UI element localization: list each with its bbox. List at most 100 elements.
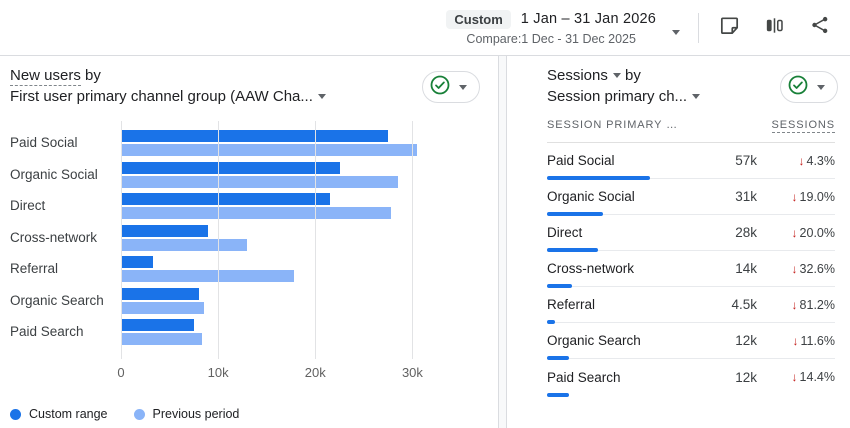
bar-custom-range[interactable] bbox=[121, 319, 194, 331]
sessions-table-body: Paid Social 57k ↓ 4.3% Organic Social 31k ↓ 19.… bbox=[547, 143, 836, 397]
check-circle-icon bbox=[429, 74, 451, 101]
chevron-down-icon bbox=[612, 73, 621, 78]
table-row[interactable]: Organic Search 12k ↓ 11.6% bbox=[547, 323, 835, 360]
arrow-down-icon: ↓ bbox=[791, 370, 798, 384]
gridline bbox=[412, 121, 414, 359]
metric-name-link[interactable]: New users bbox=[10, 67, 81, 86]
date-range-selector[interactable]: Custom 1 Jan – 31 Jan 2026 Compare:1 Dec… bbox=[446, 9, 680, 46]
bar-previous-period[interactable] bbox=[121, 175, 398, 188]
table-row[interactable]: Cross-network 14k ↓ 32.6% bbox=[547, 251, 835, 288]
change-cell: ↓ 32.6% bbox=[757, 262, 835, 276]
dimension-selector[interactable]: First user primary channel group (AAW Ch… bbox=[10, 86, 326, 107]
change-percent: 81.2% bbox=[799, 297, 835, 312]
x-axis: 0 10k 20k 30k bbox=[117, 359, 461, 383]
change-cell: ↓ 14.4% bbox=[757, 370, 835, 384]
arrow-down-icon: ↓ bbox=[791, 189, 798, 204]
sessions-mini-bar bbox=[547, 320, 555, 324]
bar-group bbox=[121, 222, 461, 254]
chevron-down-icon bbox=[459, 84, 467, 90]
bar-custom-range[interactable] bbox=[121, 130, 389, 142]
bar-group bbox=[121, 285, 461, 317]
comparison-button[interactable] bbox=[752, 5, 797, 50]
category-label: Referral bbox=[10, 261, 59, 277]
channel-name: Organic Social bbox=[547, 189, 635, 204]
sessions-value: 28k bbox=[735, 225, 757, 240]
sessions-value: 31k bbox=[735, 189, 757, 204]
note-button[interactable] bbox=[707, 5, 752, 50]
legend-dot-icon bbox=[10, 408, 21, 420]
bar-previous-period[interactable] bbox=[121, 207, 392, 219]
sessions-mini-bar bbox=[547, 284, 572, 288]
change-percent: 32.6% bbox=[799, 261, 835, 276]
category-label: Cross-network bbox=[10, 229, 98, 245]
table-row[interactable]: Paid Social 57k ↓ 4.3% bbox=[547, 143, 836, 180]
table-row[interactable]: Referral 4.5k ↓ 81.2% bbox=[547, 287, 835, 324]
sessions-value: 12k bbox=[735, 333, 757, 348]
bar-previous-period[interactable] bbox=[121, 144, 418, 156]
bar-custom-range[interactable] bbox=[121, 161, 340, 174]
arrow-down-icon: ↓ bbox=[798, 153, 805, 168]
channel-name: Cross-network bbox=[547, 261, 635, 276]
chevron-down-icon bbox=[692, 94, 701, 99]
share-icon bbox=[809, 14, 831, 41]
bar-group bbox=[121, 316, 461, 348]
data-quality-button[interactable] bbox=[780, 71, 838, 103]
sessions-mini-bar bbox=[547, 393, 569, 397]
channel-name: Paid Search bbox=[547, 369, 621, 385]
gridline bbox=[218, 121, 220, 359]
change-percent: 19.0% bbox=[799, 189, 835, 204]
arrow-down-icon: ↓ bbox=[792, 333, 799, 348]
legend-item[interactable]: Previous period bbox=[133, 407, 239, 421]
table-row[interactable]: Paid Search 12k ↓ 14.4% bbox=[547, 359, 835, 397]
date-range-text: 1 Jan – 31 Jan 2026 bbox=[520, 11, 656, 27]
bar-previous-period[interactable] bbox=[121, 270, 294, 282]
bar-group bbox=[121, 190, 461, 222]
data-quality-button[interactable] bbox=[422, 71, 480, 103]
table-row[interactable]: Organic Social 31k ↓ 19.0% bbox=[547, 179, 835, 216]
category-label: Paid Search bbox=[10, 324, 84, 340]
category-label: Organic Search bbox=[10, 292, 104, 308]
sessions-mini-bar bbox=[547, 248, 598, 252]
sessions-mini-bar bbox=[547, 212, 603, 216]
change-percent: 14.4% bbox=[799, 370, 835, 384]
category-label: Organic Social bbox=[10, 166, 98, 182]
change-cell: ↓ 19.0% bbox=[757, 190, 835, 204]
sessions-value: 12k bbox=[735, 369, 757, 385]
x-tick-label: 0 bbox=[117, 365, 125, 380]
date-block: Custom 1 Jan – 31 Jan 2026 Compare:1 Dec… bbox=[446, 9, 656, 46]
compare-range-text: Compare:1 Dec - 31 Dec 2025 bbox=[466, 31, 636, 46]
note-icon bbox=[718, 14, 741, 42]
top-bar: Custom 1 Jan – 31 Jan 2026 Compare:1 Dec… bbox=[0, 0, 850, 55]
bar-custom-range[interactable] bbox=[121, 224, 209, 237]
bar-previous-period[interactable] bbox=[121, 301, 204, 314]
metric-selector[interactable]: Sessions by bbox=[547, 67, 641, 84]
dimension-selector[interactable]: Session primary ch... bbox=[547, 86, 701, 107]
bar-custom-range[interactable] bbox=[121, 256, 154, 268]
change-cell: ↓ 81.2% bbox=[757, 298, 835, 312]
change-cell: ↓ 11.6% bbox=[757, 334, 835, 348]
sessions-value: 57k bbox=[735, 153, 757, 168]
legend-item[interactable]: Custom range bbox=[10, 407, 108, 421]
gridline bbox=[315, 121, 317, 359]
table-row[interactable]: Direct 28k ↓ 20.0% bbox=[547, 215, 835, 252]
chart-legend: Custom range Previous period bbox=[10, 407, 239, 421]
bar-custom-range[interactable] bbox=[121, 193, 330, 205]
sessions-value: 4.5k bbox=[731, 297, 757, 312]
toolbar-divider bbox=[698, 12, 699, 43]
x-tick-label: 20k bbox=[304, 365, 326, 380]
comparison-icon bbox=[763, 14, 786, 42]
cards-row: New users by First user primary channel … bbox=[0, 55, 850, 428]
sessions-value: 14k bbox=[735, 261, 757, 276]
bar-group bbox=[121, 127, 461, 159]
bar-group bbox=[121, 253, 461, 285]
column-header-sessions[interactable]: SESSIONS bbox=[771, 119, 835, 133]
share-button[interactable] bbox=[797, 5, 842, 50]
arrow-down-icon: ↓ bbox=[791, 261, 798, 276]
change-cell: ↓ 4.3% bbox=[757, 153, 836, 168]
bar-custom-range[interactable] bbox=[121, 287, 199, 300]
bar-previous-period[interactable] bbox=[121, 333, 202, 345]
legend-dot-icon bbox=[133, 408, 145, 420]
bar-previous-period[interactable] bbox=[121, 238, 248, 251]
change-percent: 20.0% bbox=[799, 225, 835, 240]
plot-area bbox=[121, 121, 461, 359]
